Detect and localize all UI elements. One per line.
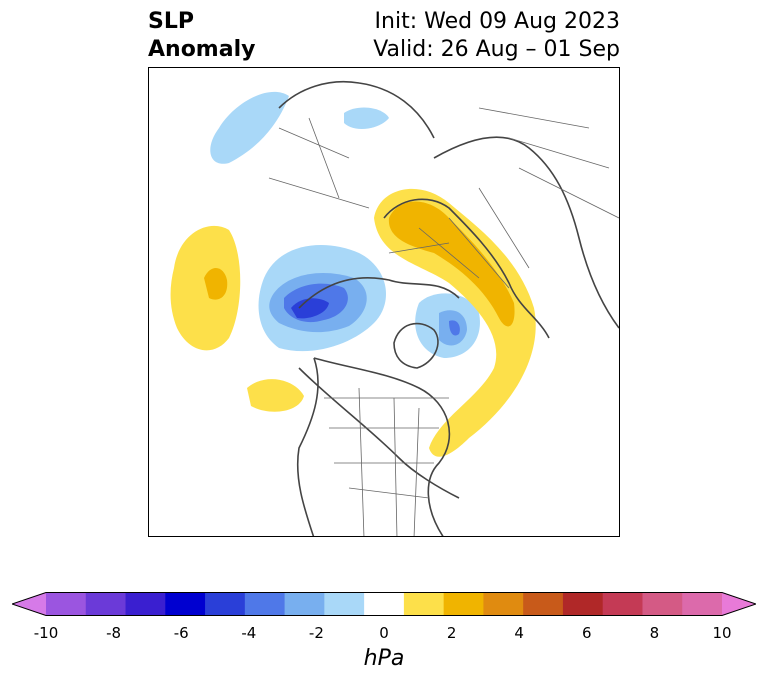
colorbar-unit: hPa [363, 646, 405, 671]
init-date: Init: Wed 09 Aug 2023 [374, 9, 620, 34]
country-borders [268, 107, 619, 536]
valid-range: Valid: 26 Aug – 01 Sep [373, 37, 620, 62]
coastlines [278, 80, 619, 536]
colorbar-segment [125, 592, 166, 616]
colorbar-segment [284, 592, 325, 616]
map-title: SLP Anomaly [148, 8, 255, 64]
colorbar-tick-label: 2 [446, 624, 457, 642]
positive-anomaly-fill [170, 188, 536, 457]
colorbar-segment [483, 592, 524, 616]
colorbar-segment [244, 592, 286, 616]
colorbar-segment [682, 592, 723, 616]
colorbar-segment [562, 592, 604, 616]
colorbar-tick-label: -4 [241, 624, 257, 642]
colorbar-segment [324, 592, 365, 616]
colorbar-tick-label: -10 [33, 624, 59, 642]
colorbar-tick-label: 8 [649, 624, 660, 642]
negative-anomaly-fill [210, 91, 480, 358]
colorbar-extend-min [12, 592, 46, 616]
colorbar-tick-label: -6 [173, 624, 189, 642]
colorbar-segment [403, 592, 445, 616]
colorbar-segment [46, 592, 87, 616]
colorbar-segment [523, 592, 564, 616]
colorbar-extend-max [722, 592, 756, 616]
colorbar [12, 592, 756, 616]
colorbar-segment [165, 592, 206, 616]
colorbar-segment [205, 592, 246, 616]
colorbar-segment [642, 592, 683, 616]
colorbar-tick-label: 6 [582, 624, 592, 642]
colorbar-tick-label: -2 [308, 624, 324, 642]
forecast-info: Init: Wed 09 Aug 2023 Valid: 26 Aug – 01… [373, 8, 620, 64]
colorbar-segment [602, 592, 643, 616]
colorbar-tick-label: 0 [379, 624, 389, 642]
anomaly-map [170, 80, 619, 536]
colorbar-ticks: -10 -8 -6 -4 -2 0 2 4 6 8 10 [0, 624, 768, 644]
colorbar-tick-label: -8 [106, 624, 122, 642]
colorbar-tick-label: 4 [514, 624, 524, 642]
colorbar-segment [364, 592, 405, 616]
colorbar-segment [85, 592, 127, 616]
title-line-2: Anomaly [148, 37, 256, 62]
map-panel [148, 67, 620, 537]
colorbar-tick-label: 10 [712, 624, 732, 642]
title-line-1: SLP [148, 9, 194, 34]
colorbar-segment [443, 592, 484, 616]
colorbar-outline [12, 592, 756, 616]
